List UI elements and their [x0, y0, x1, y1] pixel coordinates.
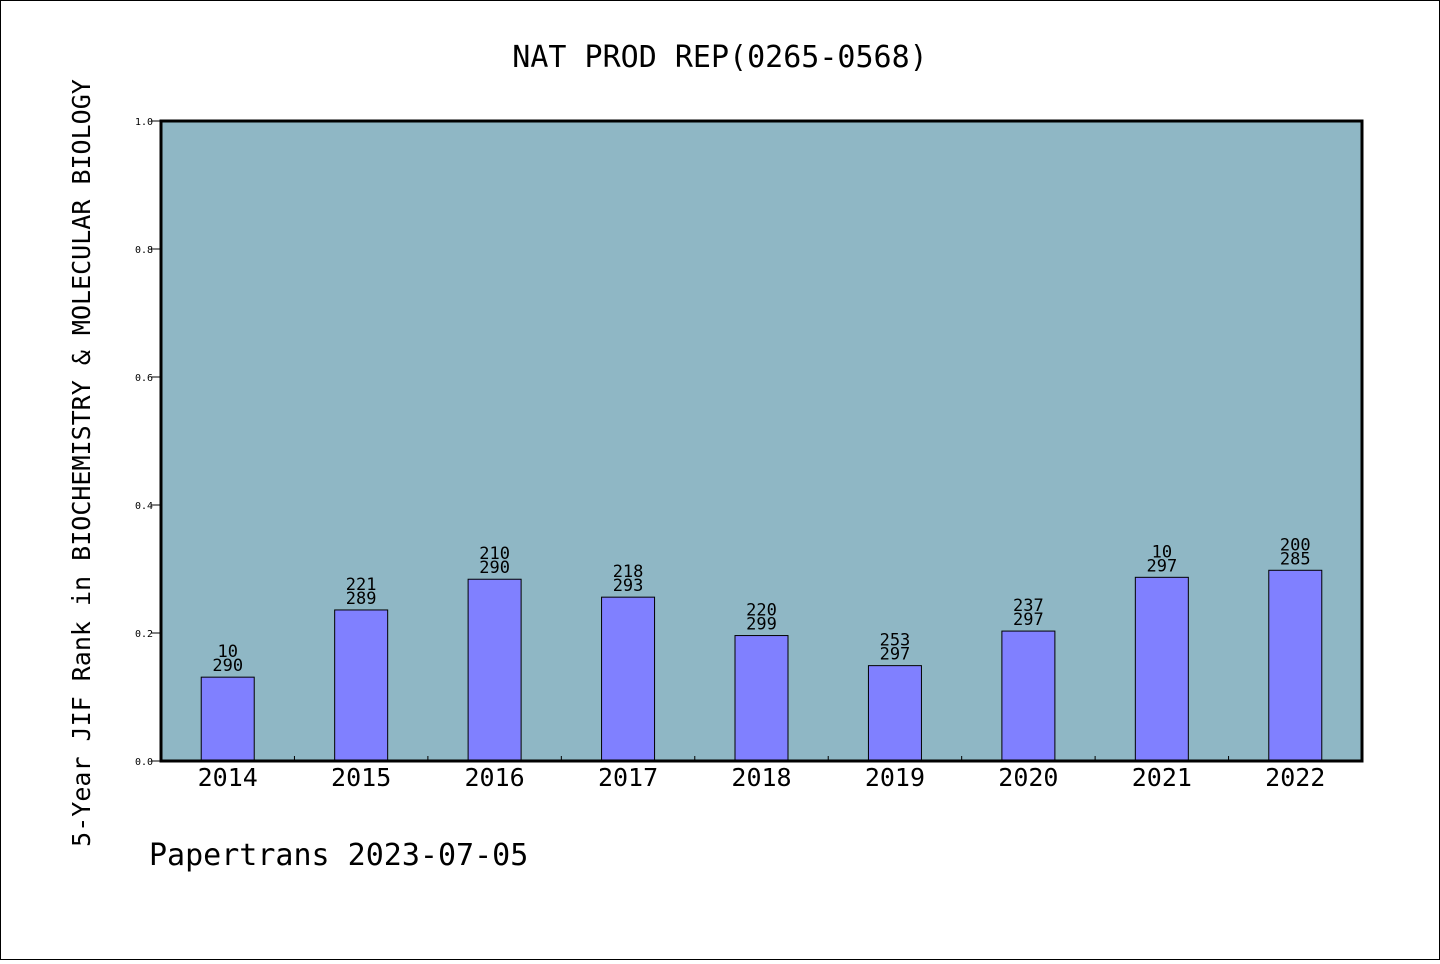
bar-label-top-2019: 253	[880, 631, 911, 651]
x-tick-label-2018: 2018	[731, 763, 791, 792]
bar-label-bottom-2019: 297	[880, 645, 911, 665]
bar-2015	[334, 609, 389, 762]
bars-group	[200, 569, 1323, 762]
y-axis-label: 5-Year JIF Rank in BIOCHEMISTRY & MOLECU…	[67, 79, 96, 847]
x-tick-label-2019: 2019	[865, 763, 925, 792]
chart-title: NAT PROD REP(0265-0568)	[512, 40, 927, 75]
y-tick-label: 0.6	[135, 373, 153, 384]
x-tick-label-2016: 2016	[465, 763, 525, 792]
bar-2019	[867, 665, 922, 762]
bar-label-top-2014: 10	[217, 642, 237, 662]
bar-label-bottom-2020: 297	[1013, 610, 1044, 630]
bar-2014	[200, 676, 255, 762]
bar-label-bottom-2022: 285	[1280, 549, 1311, 569]
x-tick-label-2014: 2014	[198, 763, 258, 792]
x-tick-label-2020: 2020	[998, 763, 1058, 792]
bar-label-top-2018: 220	[746, 601, 777, 621]
bar-label-bottom-2018: 299	[746, 615, 777, 635]
bar-label-top-2021: 10	[1152, 542, 1172, 562]
bar-2017	[601, 596, 656, 762]
bar-label-bottom-2014: 290	[212, 656, 243, 676]
y-tick-label: 0.2	[135, 629, 153, 640]
y-tick-label: 0.4	[135, 501, 153, 512]
bar-2022	[1268, 569, 1323, 762]
x-tick-label-2017: 2017	[598, 763, 658, 792]
y-axis-ticks: 0.0 0.2 0.4 0.6 0.8 1.0	[135, 117, 161, 768]
plot-border	[159, 119, 1364, 763]
bar-2016	[467, 578, 522, 762]
bar-label-bottom-2016: 290	[479, 558, 510, 578]
bar-label-top-2022: 200	[1280, 535, 1311, 555]
bar-label-top-2020: 237	[1013, 596, 1044, 616]
y-tick-label: 1.0	[135, 117, 153, 128]
bar-label-bottom-2017: 293	[613, 576, 644, 596]
bar-2018	[734, 635, 789, 762]
bar-2021	[1134, 576, 1189, 762]
y-tick-label: 0.0	[135, 757, 153, 768]
bar-label-top-2016: 210	[479, 544, 510, 564]
x-axis-ticks: 2014 2015 2016 2017 2018 2019 2020 2021 2022	[198, 756, 1325, 792]
x-tick-label-2022: 2022	[1265, 763, 1325, 792]
footer-credit: Papertrans 2023-07-05	[149, 838, 528, 873]
x-tick-label-2015: 2015	[331, 763, 391, 792]
bar-label-bottom-2015: 289	[346, 589, 377, 609]
bar-2020	[1001, 630, 1056, 762]
x-tick-label-2021: 2021	[1132, 763, 1192, 792]
bar-label-bottom-2021: 297	[1146, 556, 1177, 576]
bar-label-top-2015: 221	[346, 575, 377, 595]
y-tick-label: 0.8	[135, 245, 153, 256]
bar-label-top-2017: 218	[613, 562, 644, 582]
